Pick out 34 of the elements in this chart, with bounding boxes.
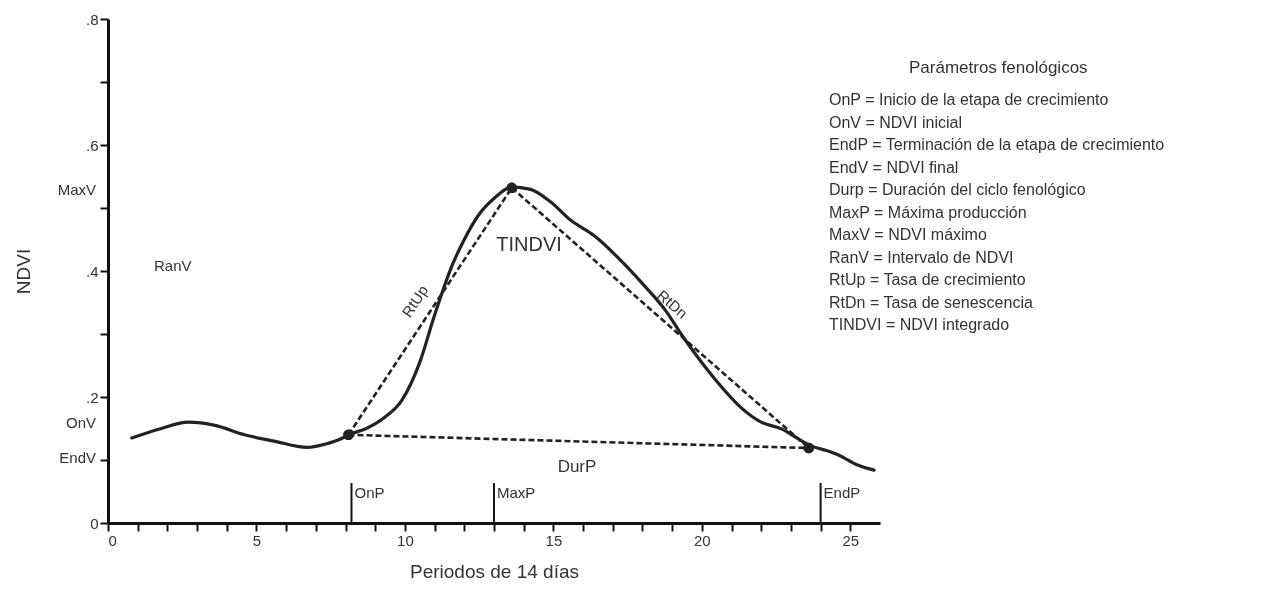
y-tick-label: 0 <box>90 514 99 532</box>
y-tick-label: .8 <box>85 10 99 28</box>
x-tick-label: 20 <box>694 531 711 549</box>
text: Parámetros fenológicos <box>909 58 1088 77</box>
ref-line-label: EndP <box>823 484 861 501</box>
y-tick-label: .4 <box>85 262 99 280</box>
text: MaxV <box>57 181 96 198</box>
annotation: EndP = Terminación de la etapa de crecimiento <box>829 136 1165 153</box>
y-axis-title: NDVI <box>12 248 34 295</box>
annotation: Durp = Duración del ciclo fenológico <box>829 181 1086 198</box>
x-tick-label: 15 <box>545 531 563 549</box>
x-tick-label: 5 <box>252 531 262 549</box>
annotation: OnV = NDVI inicial <box>829 113 962 131</box>
annotation: RtUp = Tasa de crecimiento <box>829 271 1026 288</box>
annotation: RanV = Intervalo de NDVI <box>829 248 1014 266</box>
annotation: EndV = NDVI final <box>829 158 959 176</box>
y-tick-label: .2 <box>85 388 99 406</box>
text: EndV <box>59 449 96 466</box>
text: OnV <box>65 414 96 431</box>
x-axis-title: Periodos de 14 días <box>409 560 580 582</box>
annotation: MaxV = NDVI máximo <box>829 226 987 243</box>
x-tick-label: 25 <box>842 531 860 549</box>
annotation: RtDn = Tasa de senescencia <box>829 293 1033 311</box>
x-tick-label: 0 <box>108 531 117 549</box>
annotation: DurP <box>557 457 597 476</box>
annotation: TINDVI = NDVI integrado <box>829 316 1010 333</box>
y-tick-label: .6 <box>85 136 99 154</box>
annotation: RanV <box>154 257 192 274</box>
ref-line-label: MaxP <box>497 484 536 501</box>
annotation: MaxP = Máxima producción <box>829 203 1027 221</box>
x-tick-label: 10 <box>397 531 414 549</box>
ref-line-label: OnP <box>354 484 385 501</box>
annotation: TINDVI <box>496 233 562 255</box>
annotation: OnP = Inicio de la etapa de crecimiento <box>829 91 1109 108</box>
